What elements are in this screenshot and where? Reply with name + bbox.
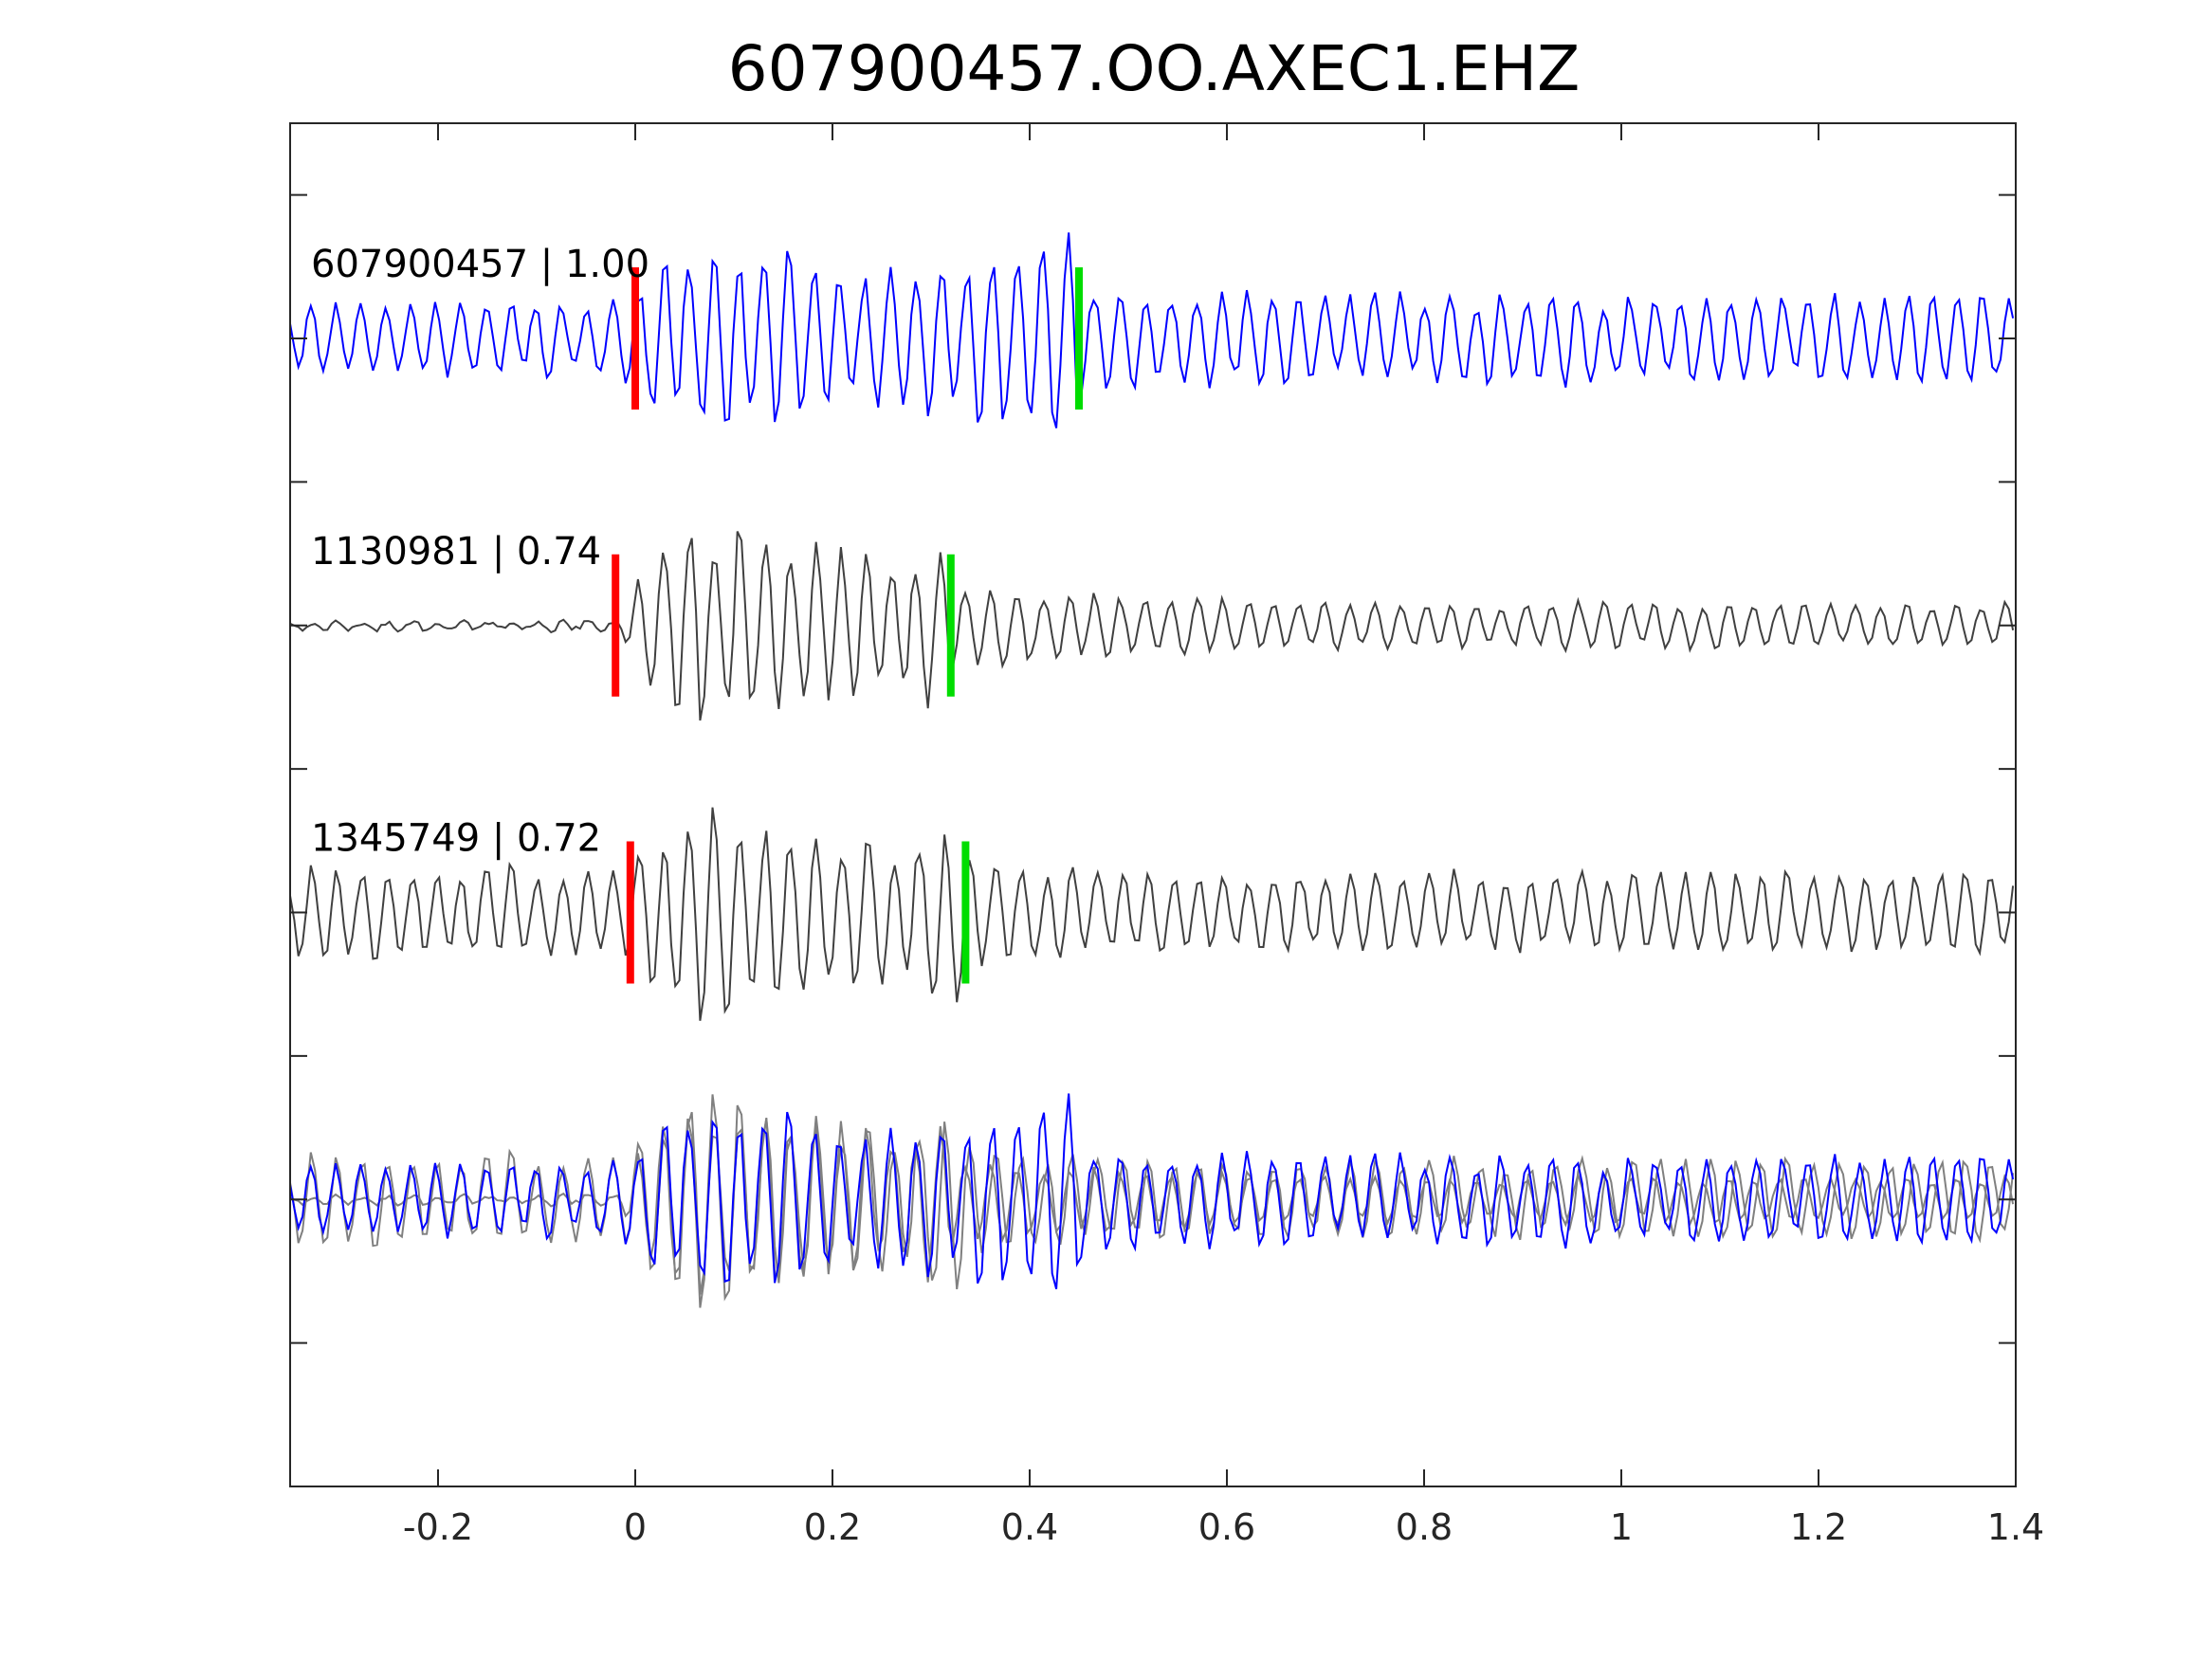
- picks-layer: [612, 267, 1083, 984]
- axes: -0.2 0 0.2 0.4 0.6 0.8 1 1.2 1.4: [289, 122, 2044, 1548]
- x-tick-label: 0.4: [1001, 1506, 1058, 1548]
- overlay-line-2: [289, 1094, 2015, 1308]
- trace-label-3: 1345749 | 0.72: [311, 817, 601, 861]
- trace-labels: 607900457 | 1.00 1130981 | 0.74 1345749 | …: [311, 243, 649, 860]
- x-tick-label: 0: [624, 1506, 647, 1548]
- trace-line-3: [289, 807, 2015, 1021]
- x-tick-label: 1.2: [1790, 1506, 1847, 1548]
- trace-line-1: [289, 232, 2015, 428]
- x-tick-label: 0.6: [1198, 1506, 1255, 1548]
- overlay-line-3: [289, 1093, 2015, 1289]
- chart-title: 607900457.OO.AXEC1.EHZ: [728, 32, 1581, 105]
- x-tick-label: 1: [1610, 1506, 1633, 1548]
- x-tick-label: 0.8: [1396, 1506, 1453, 1548]
- trace-label-1: 607900457 | 1.00: [311, 243, 649, 286]
- x-tick-label: 1.4: [1987, 1506, 2044, 1548]
- x-tick-label: -0.2: [403, 1506, 473, 1548]
- trace-line-2: [289, 531, 2015, 721]
- x-tick-label: 0.2: [804, 1506, 861, 1548]
- traces-layer: [289, 232, 2015, 1308]
- plot-frame: [289, 122, 2017, 1487]
- trace-label-2: 1130981 | 0.74: [311, 530, 601, 574]
